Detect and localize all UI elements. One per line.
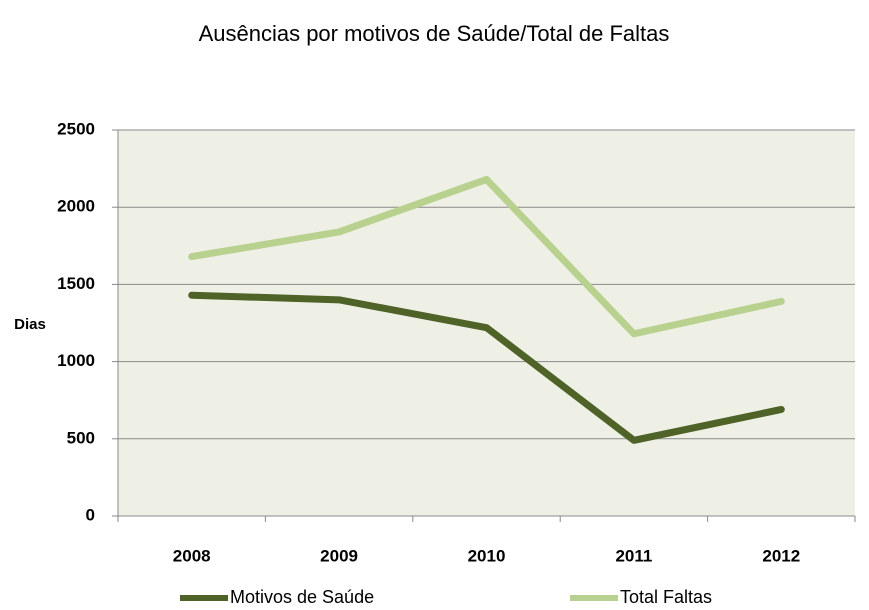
plot-area bbox=[118, 130, 855, 516]
y-tick-label: 2000 bbox=[57, 197, 95, 216]
y-tick-label: 500 bbox=[67, 428, 95, 447]
legend-label: Total Faltas bbox=[620, 587, 712, 607]
legend-label: Motivos de Saúde bbox=[230, 587, 374, 607]
series-line bbox=[188, 175, 785, 338]
x-tick-label: 2012 bbox=[762, 546, 800, 565]
y-tick-label: 0 bbox=[86, 505, 95, 524]
y-axis-label: Dias bbox=[14, 316, 46, 333]
chart-title: Ausências por motivos de Saúde/Total de … bbox=[199, 21, 670, 46]
series-line bbox=[188, 291, 785, 444]
x-tick-label: 2009 bbox=[320, 546, 358, 565]
x-tick-label: 2011 bbox=[615, 546, 652, 565]
x-tick-label: 2010 bbox=[468, 546, 506, 565]
y-tick-label: 2500 bbox=[57, 119, 95, 138]
y-tick-label: 1500 bbox=[57, 274, 95, 293]
x-tick-label: 2008 bbox=[173, 546, 211, 565]
y-tick-label: 1000 bbox=[57, 351, 95, 370]
